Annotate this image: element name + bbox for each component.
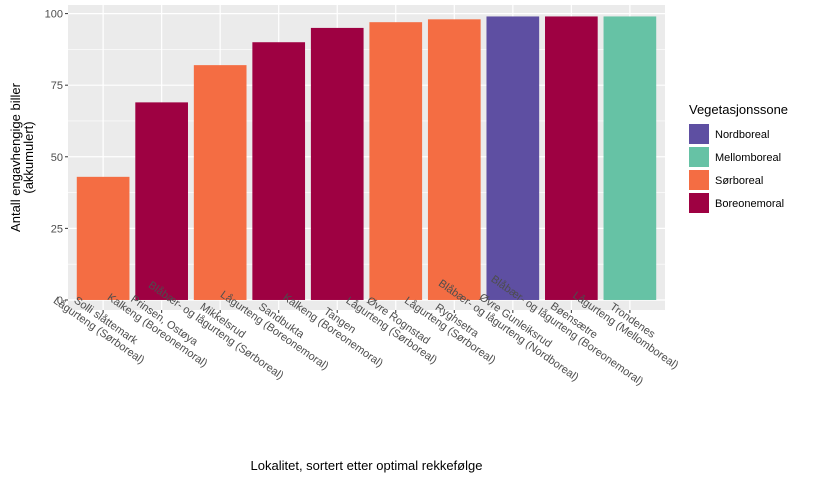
bar xyxy=(603,16,657,300)
y-axis-title-line: Antall engavhengige biller xyxy=(8,82,23,232)
legend: Vegetasjonssone Nordboreal Mellomboreal Sør… xyxy=(689,102,788,213)
y-axis-title-line: (akkumulert) xyxy=(21,121,36,193)
legend-key xyxy=(689,193,709,213)
legend-label: Boreonemoral xyxy=(715,198,784,210)
bars xyxy=(76,16,657,300)
legend-key xyxy=(689,124,709,144)
legend-key xyxy=(689,147,709,167)
bar xyxy=(486,16,540,300)
y-tick-label: 50 xyxy=(51,152,63,164)
bar xyxy=(369,22,423,300)
x-axis-title: Lokalitet, sortert etter optimal rekkefø… xyxy=(251,458,483,473)
legend-label: Sørboreal xyxy=(715,175,763,187)
legend-label: Nordboreal xyxy=(715,129,769,141)
legend-title: Vegetasjonssone xyxy=(689,102,788,117)
legend-key xyxy=(689,170,709,190)
y-tick-label: 0 xyxy=(57,295,63,307)
y-axis-title: Antall engavhengige biller(akkumulert) xyxy=(8,82,36,232)
bar xyxy=(545,16,598,300)
bar xyxy=(135,102,188,300)
legend-label: Mellomboreal xyxy=(715,152,781,164)
bar xyxy=(310,27,364,300)
y-tick-label: 100 xyxy=(45,9,63,21)
bar xyxy=(193,65,247,300)
bar xyxy=(252,42,306,300)
y-tick-label: 75 xyxy=(51,80,63,92)
bar xyxy=(427,19,481,300)
y-tick-label: 25 xyxy=(51,223,63,235)
y-axis: 0 25 50 75 100 xyxy=(45,9,68,307)
bar xyxy=(76,176,130,300)
